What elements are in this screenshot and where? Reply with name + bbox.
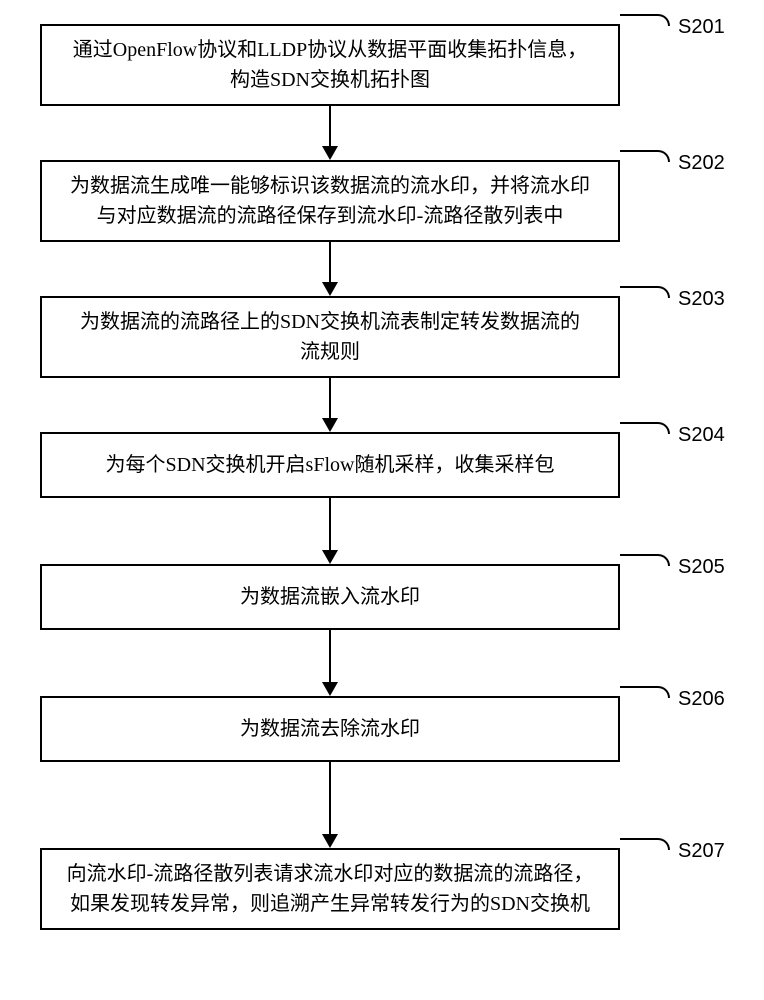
arrow-head-icon xyxy=(322,282,338,296)
callout-line xyxy=(620,686,670,698)
flow-step-s206: 为数据流去除流水印 xyxy=(40,696,620,762)
callout-line xyxy=(620,838,670,850)
flow-step-s201: 通过OpenFlow协议和LLDP协议从数据平面收集拓扑信息， 构造SDN交换机… xyxy=(40,24,620,106)
arrow-line xyxy=(329,762,331,834)
flow-step-s204: 为每个SDN交换机开启sFlow随机采样，收集采样包 xyxy=(40,432,620,498)
flow-step-s203: 为数据流的流路径上的SDN交换机流表制定转发数据流的 流规则 xyxy=(40,296,620,378)
flow-step-s205: 为数据流嵌入流水印 xyxy=(40,564,620,630)
arrow-line xyxy=(329,106,331,146)
step-label-s201: S201 xyxy=(678,16,725,39)
arrow-head-icon xyxy=(322,682,338,696)
callout-line xyxy=(620,14,670,26)
flow-step-text: 为数据流嵌入流水印 xyxy=(240,582,420,612)
arrow-line xyxy=(329,498,331,550)
flow-step-s207: 向流水印-流路径散列表请求流水印对应的数据流的流路径， 如果发现转发异常，则追溯… xyxy=(40,848,620,930)
arrow-line xyxy=(329,378,331,418)
arrow-head-icon xyxy=(322,834,338,848)
callout-line xyxy=(620,422,670,434)
step-label-s206: S206 xyxy=(678,688,725,711)
flow-step-s202: 为数据流生成唯一能够标识该数据流的流水印，并将流水印 与对应数据流的流路径保存到… xyxy=(40,160,620,242)
arrow-line xyxy=(329,242,331,282)
callout-line xyxy=(620,286,670,298)
step-label-s204: S204 xyxy=(678,424,725,447)
arrow-line xyxy=(329,630,331,682)
step-label-s203: S203 xyxy=(678,288,725,311)
step-label-s202: S202 xyxy=(678,152,725,175)
step-label-s205: S205 xyxy=(678,556,725,579)
flow-step-text: 为数据流去除流水印 xyxy=(240,714,420,744)
flow-step-text: 为数据流生成唯一能够标识该数据流的流水印，并将流水印 与对应数据流的流路径保存到… xyxy=(70,171,590,231)
step-label-s207: S207 xyxy=(678,840,725,863)
flowchart-container: 通过OpenFlow协议和LLDP协议从数据平面收集拓扑信息， 构造SDN交换机… xyxy=(0,0,764,1000)
flow-step-text: 向流水印-流路径散列表请求流水印对应的数据流的流路径， 如果发现转发异常，则追溯… xyxy=(67,859,594,919)
arrow-head-icon xyxy=(322,418,338,432)
arrow-head-icon xyxy=(322,146,338,160)
flow-step-text: 为每个SDN交换机开启sFlow随机采样，收集采样包 xyxy=(106,450,555,480)
callout-line xyxy=(620,554,670,566)
callout-line xyxy=(620,150,670,162)
flow-step-text: 通过OpenFlow协议和LLDP协议从数据平面收集拓扑信息， 构造SDN交换机… xyxy=(73,35,587,95)
arrow-head-icon xyxy=(322,550,338,564)
flow-step-text: 为数据流的流路径上的SDN交换机流表制定转发数据流的 流规则 xyxy=(80,307,580,367)
